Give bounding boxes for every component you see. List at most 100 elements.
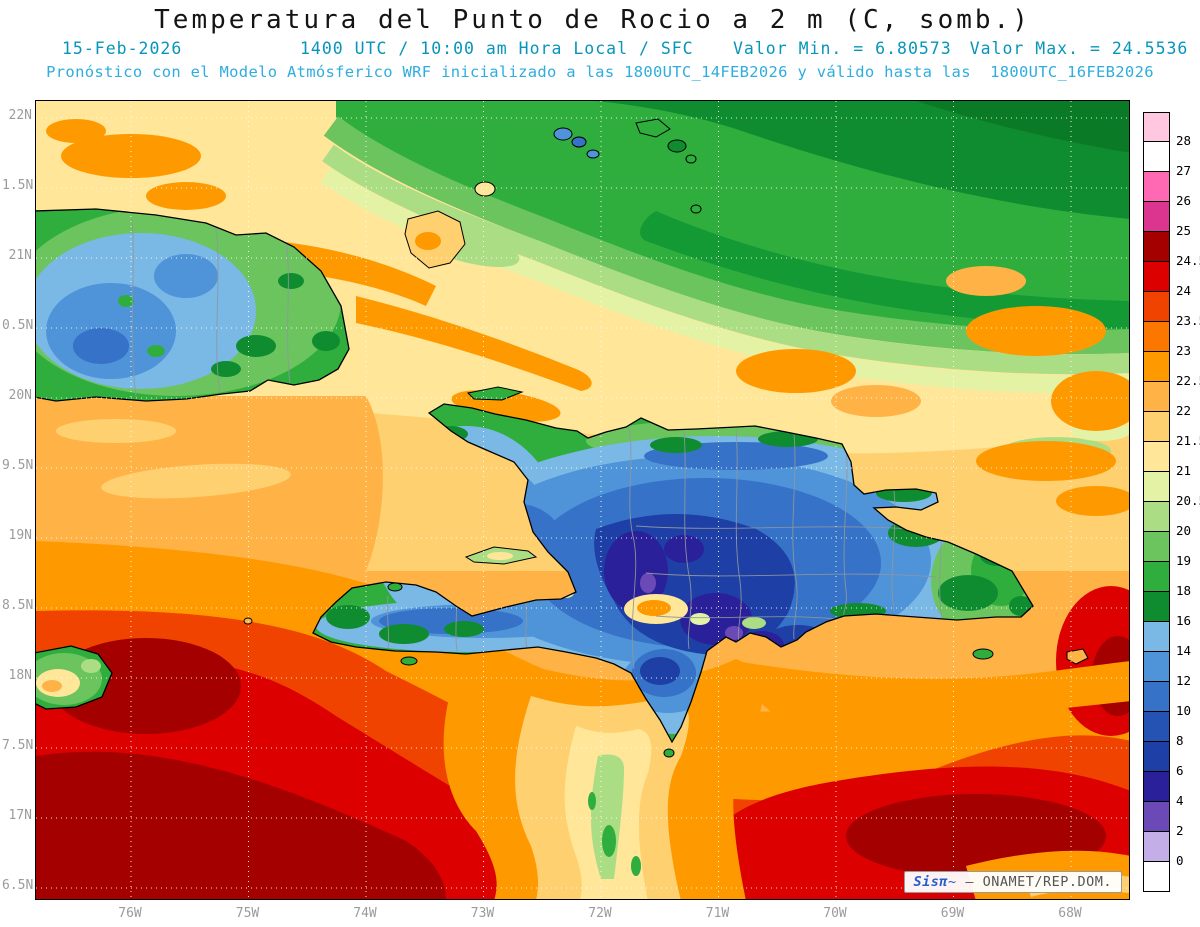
colorbar-cell [1143, 592, 1170, 622]
valid-date: 15-Feb-2026 [62, 39, 183, 58]
caicos-island [571, 136, 587, 148]
tortuga-island [466, 386, 524, 401]
colorbar-cell [1143, 532, 1170, 562]
jamaica-landmass [36, 646, 112, 709]
lat-tick-label: 22N [8, 108, 32, 123]
turks-island [635, 118, 671, 138]
colorbar-tick-label: 12 [1176, 673, 1192, 688]
colorbar-tick-label: 24.5 [1176, 253, 1200, 268]
lat-tick-label: 20N [8, 388, 32, 403]
colorbar-cell [1143, 772, 1170, 802]
colorbar-cell [1143, 112, 1170, 142]
sand-cay-island [690, 204, 702, 214]
header-line2: 15-Feb-2026 1400 UTC / 10:00 am Hora Loc… [0, 39, 1200, 59]
colorbar-tick-label: 21.5 [1176, 433, 1200, 448]
watermark-tilde: ~ [948, 874, 957, 890]
colorbar-cell [1143, 442, 1170, 472]
colorbar-cell [1143, 562, 1170, 592]
cayemites-island [387, 582, 403, 592]
colorbar-tick-label: 25 [1176, 223, 1192, 238]
mona-island [1066, 648, 1089, 665]
colorbar-tick-label: 8 [1176, 733, 1184, 748]
colorbar-cell [1143, 412, 1170, 442]
turks-island [667, 139, 687, 153]
colorbar-tick-label: 21 [1176, 463, 1192, 478]
graticule-gridlines [36, 101, 1129, 899]
colorbar-tick-label: 14 [1176, 643, 1192, 658]
colorbar-cell [1143, 142, 1170, 172]
inagua-interior [415, 232, 441, 250]
ile-a-vache-island [400, 656, 418, 666]
colorbar-tick-label: 6 [1176, 763, 1184, 778]
colorbar-cell [1143, 742, 1170, 772]
colorbar-cell [1143, 232, 1170, 262]
minmax-values: Valor Min. = 6.80573 Valor Max. = 24.5536 [733, 39, 1188, 58]
lon-tick-label: 71W [705, 906, 730, 921]
hispaniola-coastline [312, 403, 1034, 744]
lat-tick-label: 0.5N [2, 318, 34, 333]
lat-tick-label: 17N [8, 808, 32, 823]
cuba-landmass [36, 209, 349, 401]
lon-tick-label: 76W [118, 906, 142, 921]
value-min: Valor Min. = 6.80573 [733, 39, 952, 58]
colorbar-cell [1143, 622, 1170, 652]
saona-island [972, 648, 994, 660]
caicos-island [553, 127, 573, 141]
beata-island [663, 748, 675, 758]
lon-tick-label: 75W [235, 906, 260, 921]
jamaica-coastline [36, 645, 113, 710]
colorbar-cell [1143, 172, 1170, 202]
colorbar-tick-label: 4 [1176, 793, 1184, 808]
colorbar-tick-label: 0 [1176, 853, 1184, 868]
watermark-brand: Sisπ [913, 874, 949, 890]
lat-tick-label: 8.5N [2, 598, 34, 613]
hispaniola-landmass [313, 404, 1033, 742]
colorbar-cell [1143, 322, 1170, 352]
colorbar-tick-label: 26 [1176, 193, 1192, 208]
lon-tick-label: 70W [823, 906, 847, 921]
colorbar-cell [1143, 712, 1170, 742]
colorbar-tick-label: 22.5 [1176, 373, 1200, 388]
colorbar-cell [1143, 202, 1170, 232]
turks-island [685, 154, 697, 164]
colorbar-cell [1143, 472, 1170, 502]
colorbar-cell [1143, 292, 1170, 322]
colorbar-cell [1143, 802, 1170, 832]
watermark-text: – ONAMET/REP.DOM. [965, 874, 1112, 890]
cuba-admin-borders [131, 218, 291, 398]
lon-tick-label: 69W [940, 906, 965, 921]
admin-borders [386, 422, 943, 670]
colorbar-tick-label: 23 [1176, 343, 1192, 358]
colorbar [1143, 112, 1170, 892]
green-airmass-region [320, 101, 1129, 465]
little-inagua-island [474, 181, 496, 197]
colorbar-tick-label: 10 [1176, 703, 1192, 718]
caicos-island [586, 149, 600, 159]
colorbar-cell [1143, 862, 1170, 892]
colorbar-tick-label: 27 [1176, 163, 1192, 178]
gonave-interior [487, 552, 513, 560]
colorbar-tick-label: 16 [1176, 613, 1192, 628]
colorbar-cell [1143, 832, 1170, 862]
page-title: Temperatura del Punto de Rocio a 2 m (C,… [154, 5, 1031, 35]
lon-tick-label: 72W [588, 906, 612, 921]
model-info-line: Pronóstico con el Modelo Atmósferico WRF… [46, 63, 1154, 81]
colorbar-tick-label: 19 [1176, 553, 1192, 568]
colorbar-tick-label: 22 [1176, 403, 1192, 418]
value-max: Valor Max. = 24.5536 [969, 39, 1189, 58]
watermark: Sisπ~ – ONAMET/REP.DOM. [903, 871, 1122, 893]
colorbar-cell [1143, 682, 1170, 712]
lat-tick-label: 19N [8, 528, 32, 543]
colorbar-cell [1143, 502, 1170, 532]
lat-tick-label: 1.5N [2, 178, 34, 193]
lon-tick-label: 68W [1058, 906, 1082, 921]
lat-tick-label: 7.5N [2, 738, 34, 753]
lat-tick-label: 18N [8, 668, 32, 683]
lon-tick-label: 73W [470, 906, 495, 921]
colorbar-cell [1143, 652, 1170, 682]
lon-tick-label: 74W [353, 906, 377, 921]
cuba-coastline [36, 208, 350, 402]
colorbar-tick-label: 18 [1176, 583, 1192, 598]
map-area: Sisπ~ – ONAMET/REP.DOM. [35, 100, 1130, 900]
